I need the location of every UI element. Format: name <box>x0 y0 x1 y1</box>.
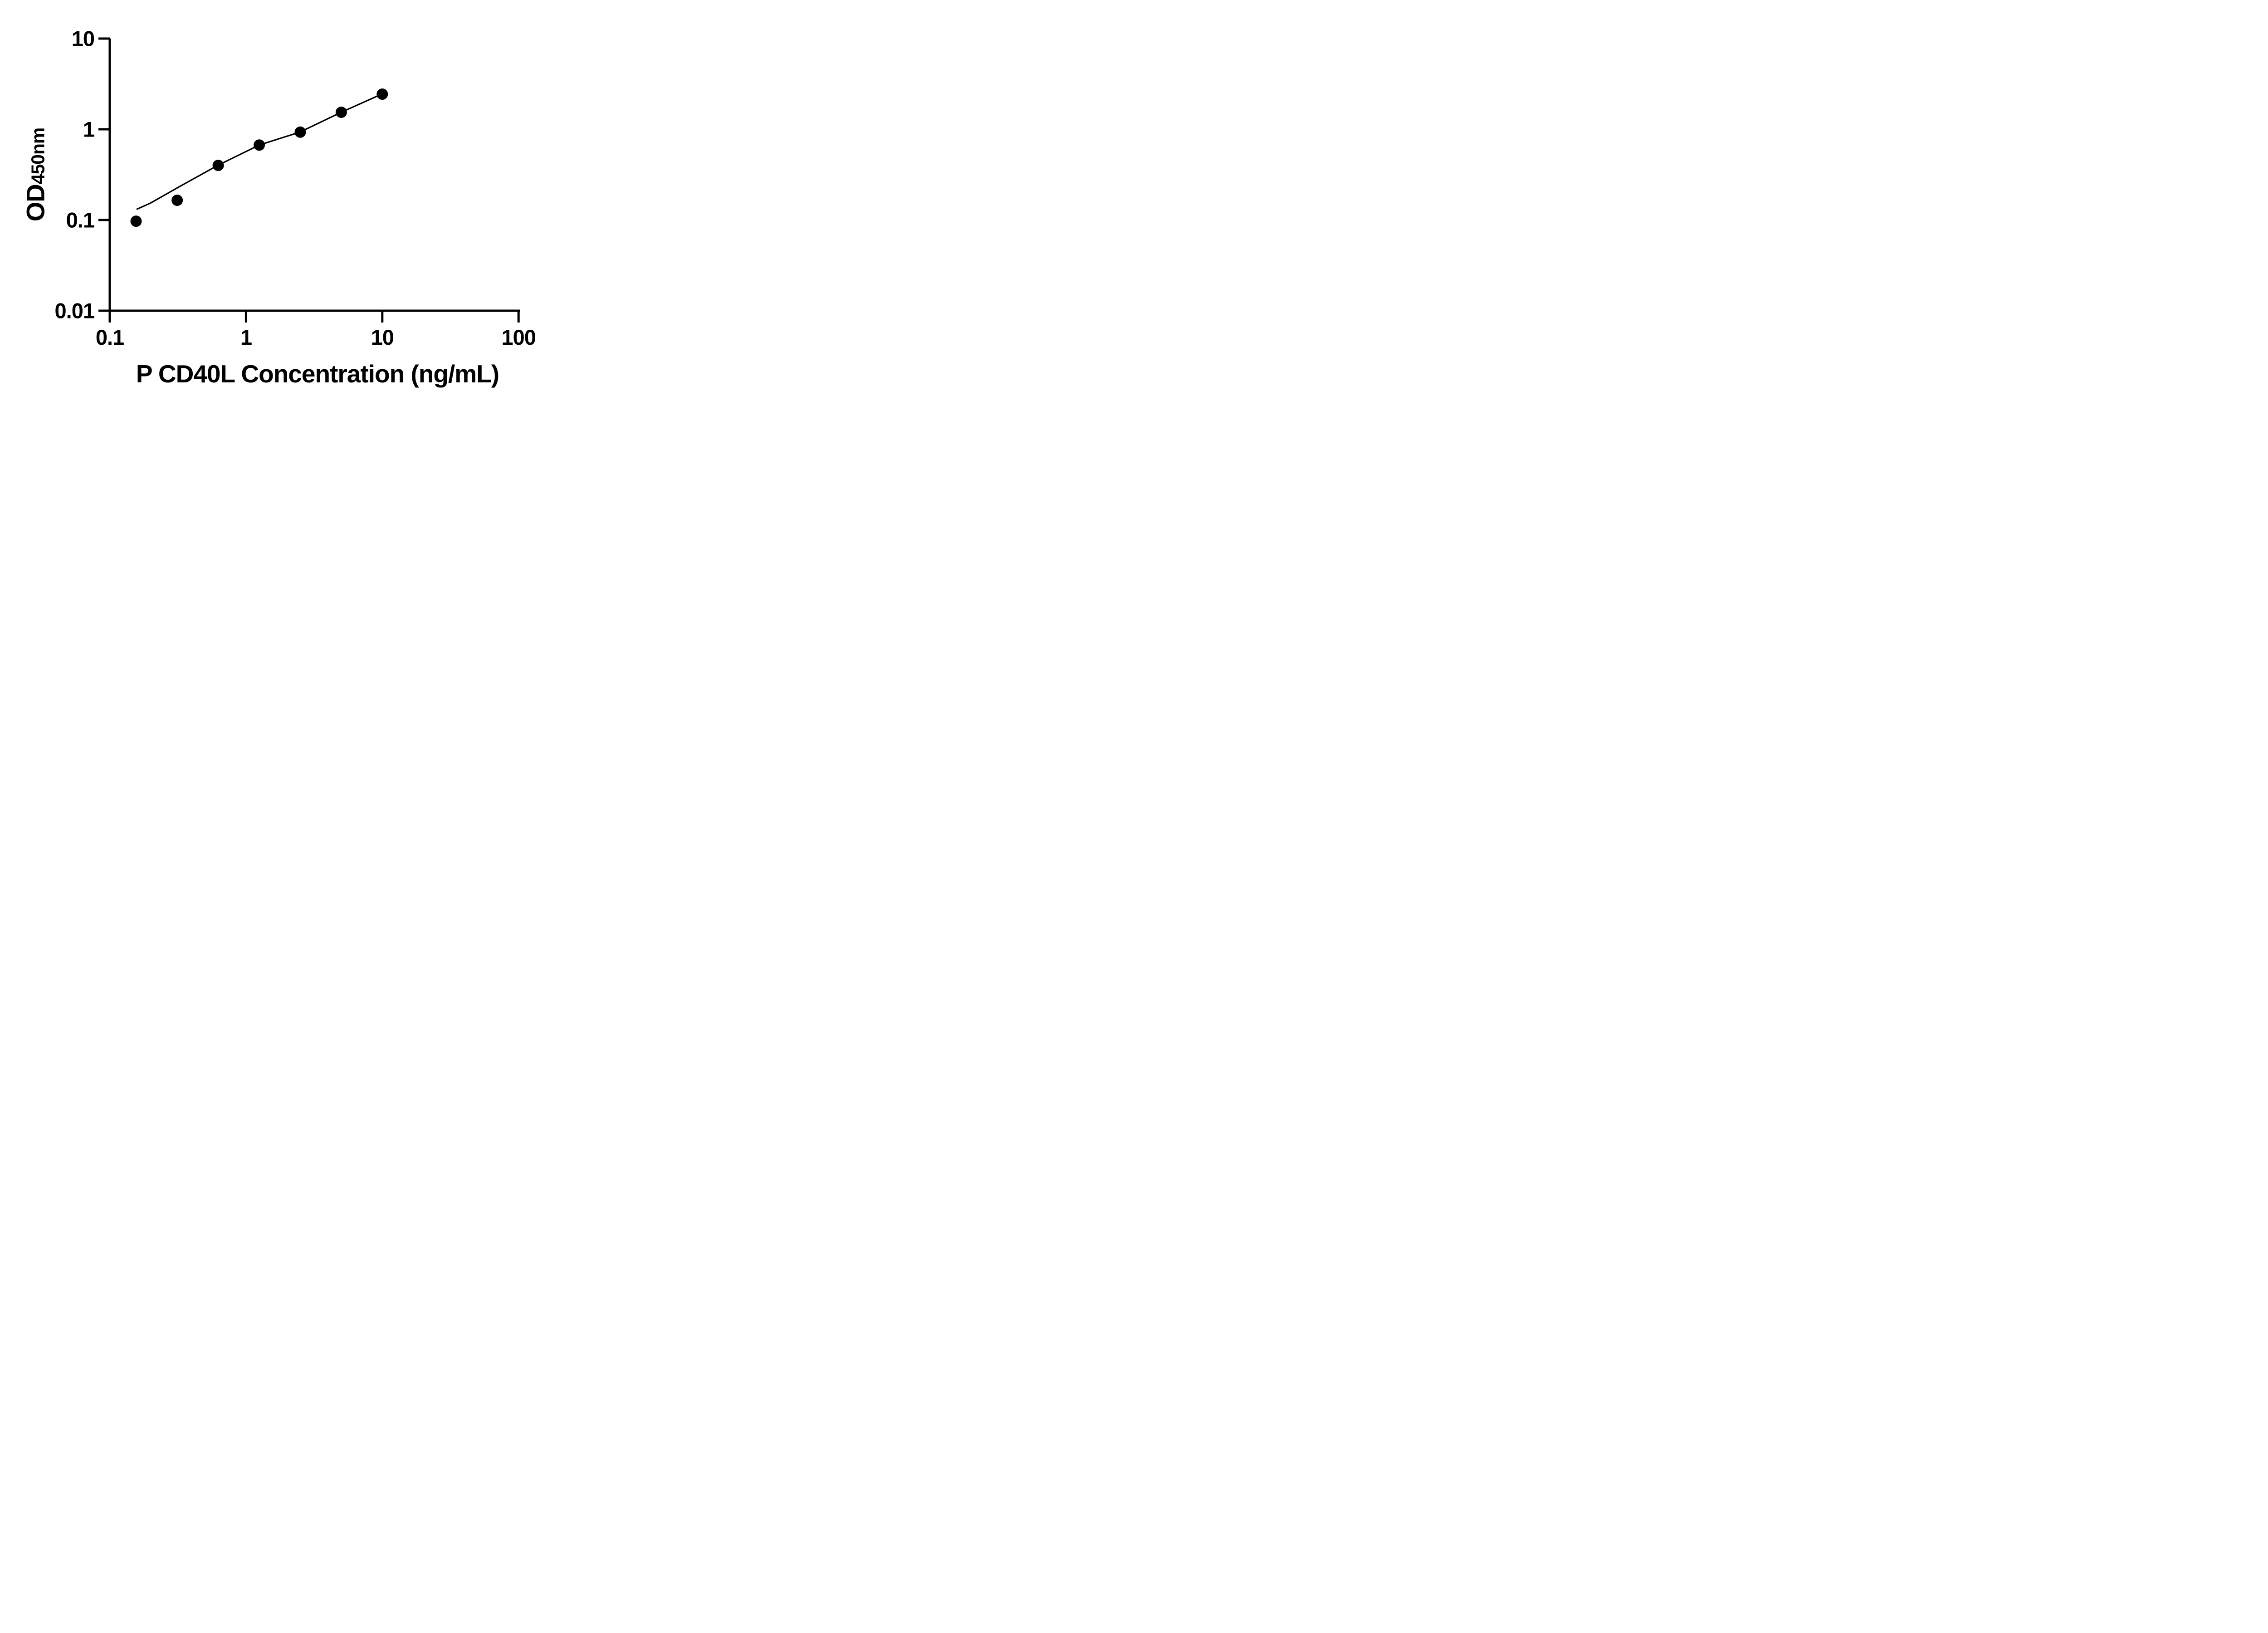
data-point <box>130 215 142 227</box>
chart-canvas: 0.01 0.1 1 10 0.1 1 10 100 P CD40L Concentratio… <box>0 0 581 408</box>
x-axis-title: P CD40L Concentration (ng/mL) <box>136 360 499 388</box>
y-tick-label: 1 <box>83 117 94 141</box>
x-tick-label: 10 <box>371 325 394 349</box>
y-axis-title: OD450nm <box>21 128 50 222</box>
y-axis-title-main: OD <box>21 184 50 222</box>
x-tick-label: 1 <box>240 325 252 349</box>
fit-line <box>136 93 382 210</box>
y-tick-label: 0.1 <box>66 208 94 232</box>
y-tick-label: 0.01 <box>55 298 94 323</box>
data-point <box>254 139 265 151</box>
data-point <box>335 106 347 118</box>
y-tick-label: 10 <box>72 26 94 50</box>
y-axis-title-subscript: 450nm <box>27 127 49 185</box>
data-point <box>212 160 224 171</box>
data-point <box>376 88 388 100</box>
x-tick-label: 0.1 <box>96 325 124 349</box>
x-tick-label: 100 <box>501 325 535 349</box>
data-point <box>294 126 306 138</box>
data-point <box>171 195 183 206</box>
